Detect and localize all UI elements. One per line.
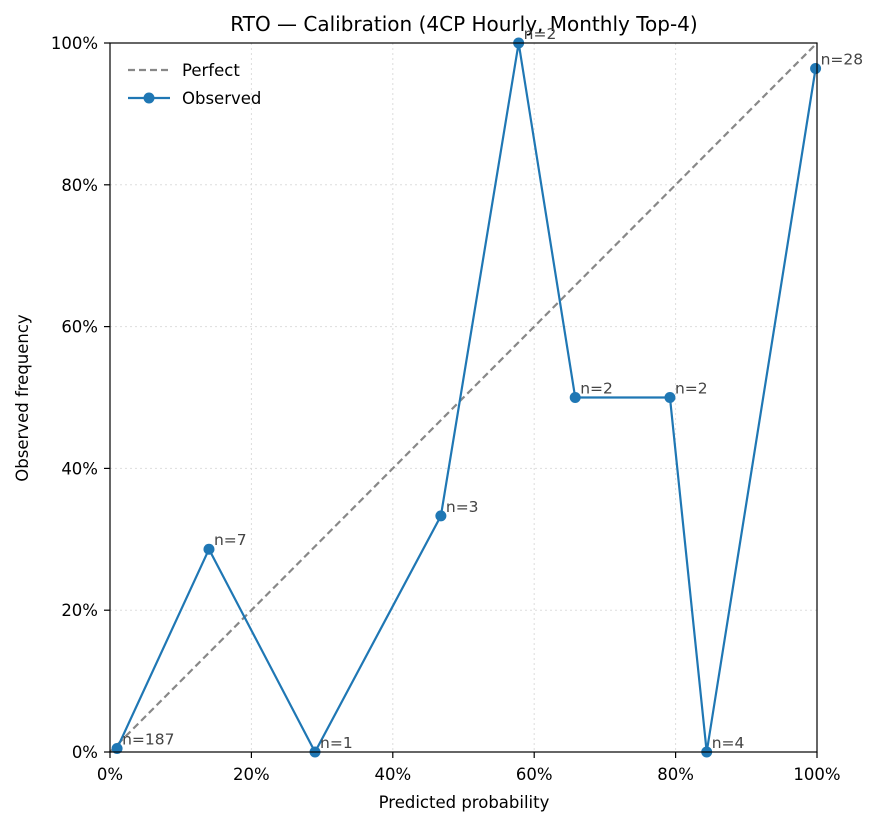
- point-annotations: n=187 n=7 n=1 n=3 n=2 n=2 n=2 n=4 n=28: [122, 25, 863, 752]
- annotation-1: n=7: [214, 531, 247, 549]
- observed-point-0: [111, 742, 123, 754]
- y-tick-label-3: 60%: [61, 318, 98, 337]
- y-tick-label-0: 0%: [72, 743, 98, 762]
- perfect-line: [109, 42, 818, 753]
- annotation-3: n=3: [446, 498, 479, 516]
- observed-point-5: [569, 392, 581, 403]
- x-tick-label-5: 100%: [793, 765, 840, 784]
- annotation-2: n=1: [320, 734, 353, 752]
- legend: Perfect Observed: [128, 61, 261, 108]
- annotation-0: n=187: [122, 730, 174, 748]
- chart-title: RTO — Calibration (4CP Hourly, Monthly T…: [230, 12, 697, 36]
- y-tick-label-1: 20%: [61, 601, 98, 620]
- legend-observed-label: Observed: [182, 89, 261, 108]
- axis-ticks: 0% 20% 40% 60% 80% 100% 0% 20% 40% 60% 80% 100%: [51, 34, 841, 784]
- observed-point-8: [810, 63, 822, 75]
- plot-frame: [109, 42, 818, 753]
- annotation-6: n=2: [675, 380, 708, 398]
- y-axis-label: Observed frequency: [13, 314, 32, 482]
- x-tick-label-1: 20%: [233, 765, 270, 784]
- observed-point-6: [664, 392, 676, 403]
- annotation-8: n=28: [821, 51, 864, 69]
- x-tick-label-3: 60%: [516, 765, 553, 784]
- legend-observed-marker: [143, 92, 155, 104]
- observed-point-3: [435, 510, 447, 522]
- y-tick-label-4: 80%: [61, 176, 98, 195]
- annotation-4: n=2: [524, 25, 557, 43]
- observed-point-1: [203, 543, 215, 555]
- x-tick-label-4: 80%: [657, 765, 694, 784]
- x-tick-label-0: 0%: [97, 765, 123, 784]
- annotation-5: n=2: [580, 380, 613, 398]
- legend-perfect-label: Perfect: [182, 61, 240, 80]
- y-tick-label-2: 40%: [61, 459, 98, 478]
- y-tick-label-5: 100%: [51, 34, 98, 53]
- perfect-series: [109, 42, 818, 753]
- x-tick-label-2: 40%: [374, 765, 411, 784]
- x-axis-label: Predicted probability: [379, 793, 550, 812]
- annotation-7: n=4: [712, 734, 745, 752]
